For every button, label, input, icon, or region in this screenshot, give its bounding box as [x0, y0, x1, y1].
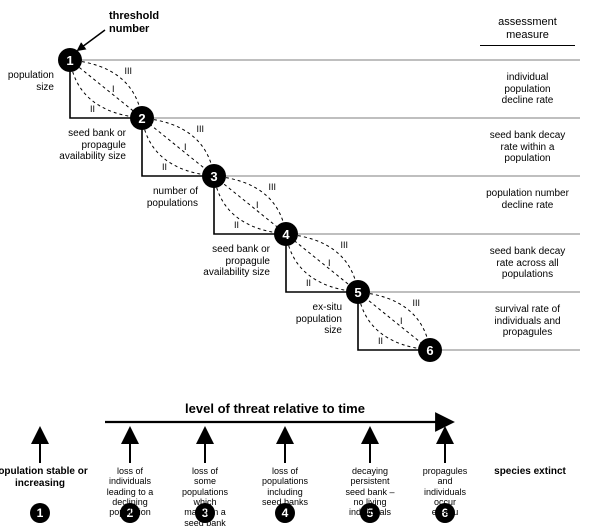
bottom-text-5: decayingpersistentseed bank –no livingin…	[335, 466, 405, 518]
svg-text:5: 5	[354, 285, 361, 300]
svg-text:4: 4	[282, 506, 289, 520]
svg-text:III: III	[196, 124, 204, 134]
svg-text:2: 2	[138, 111, 145, 126]
svg-text:I: I	[112, 84, 115, 94]
assessment-row-4: seed bank decayrate across allpopulation…	[475, 246, 580, 281]
svg-text:III: III	[124, 66, 132, 76]
svg-text:II: II	[234, 220, 239, 230]
bottom-text-4: loss ofpopulationsincludingseed banks	[250, 466, 320, 507]
node-label-2: seed bank orpropaguleavailability size	[16, 128, 126, 163]
svg-text:II: II	[378, 336, 383, 346]
bottom-text-3: loss ofsomepopulationswhichmaintain asee…	[170, 466, 240, 528]
node-label-5: ex-situpopulationsize	[232, 302, 342, 337]
svg-text:II: II	[306, 278, 311, 288]
svg-text:1: 1	[37, 506, 44, 520]
node-label-3: number ofpopulations	[88, 186, 198, 209]
assessment-row-5: survival rate ofindividuals andpropagule…	[475, 304, 580, 339]
assessment-title: assessmentmeasure	[475, 16, 580, 41]
bottom-text-1: population stable orincreasing	[0, 466, 100, 489]
axis-label: level of threat relative to time	[105, 402, 445, 417]
bottom-text-7: species extinct	[470, 466, 590, 478]
assessment-row-3: population numberdecline rate	[475, 188, 580, 211]
svg-text:I: I	[184, 142, 187, 152]
svg-text:4: 4	[282, 227, 290, 242]
svg-text:II: II	[90, 104, 95, 114]
svg-text:III: III	[412, 298, 420, 308]
svg-text:I: I	[400, 316, 403, 326]
svg-text:II: II	[162, 162, 167, 172]
node-label-4: seed bank orpropaguleavailability size	[160, 244, 270, 279]
svg-text:I: I	[256, 200, 259, 210]
assessment-row-1: individualpopulationdecline rate	[475, 72, 580, 107]
bottom-text-2: loss ofindividualsleading to adecliningp…	[95, 466, 165, 518]
svg-text:III: III	[268, 182, 276, 192]
svg-text:III: III	[340, 240, 348, 250]
svg-text:3: 3	[210, 169, 217, 184]
assessment-row-2: seed bank decayrate within apopulation	[475, 130, 580, 165]
node-label-1: populationsize	[0, 70, 54, 93]
svg-text:I: I	[328, 258, 331, 268]
svg-text:1: 1	[66, 53, 73, 68]
svg-text:6: 6	[426, 343, 433, 358]
threshold-header: thresholdnumber	[109, 10, 189, 35]
